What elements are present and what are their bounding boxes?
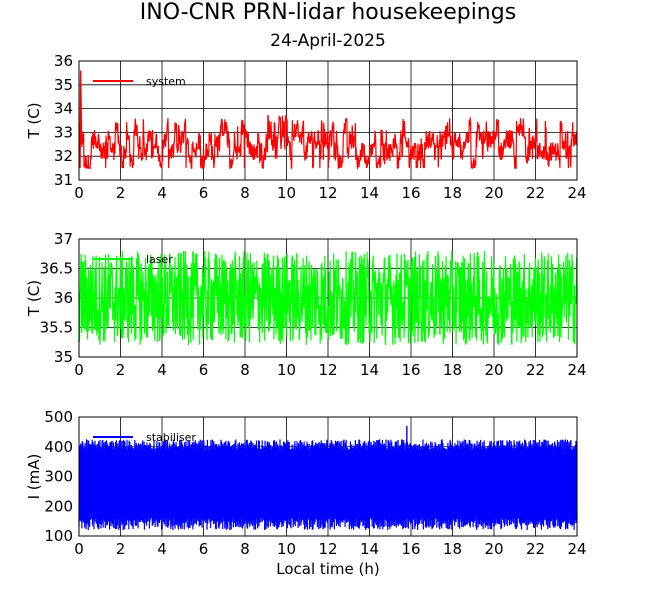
y-tick-label: 36 [54,289,73,307]
x-tick-label: 2 [116,540,126,558]
x-tick-label: 0 [74,184,84,202]
x-tick-label: 2 [116,361,126,379]
y-tick-label: 32 [54,147,73,165]
x-tick-label: 24 [567,540,586,558]
x-tick-label: 18 [443,361,462,379]
x-tick-label: 8 [240,361,250,379]
x-tick-label: 20 [484,540,503,558]
y-tick-label: 500 [44,408,73,426]
y-tick-label: 35 [54,348,73,366]
y-tick-label: 33 [54,123,73,141]
y-tick-label: 36 [54,52,73,70]
x-axis-label: Local time (h) [276,560,380,578]
x-tick-label: 10 [277,540,296,558]
x-tick-label: 16 [401,184,420,202]
y-axis-label: T (C) [25,102,43,139]
x-tick-label: 10 [277,361,296,379]
x-tick-label: 4 [157,184,167,202]
x-tick-label: 8 [240,540,250,558]
x-tick-label: 16 [401,361,420,379]
y-tick-label: 31 [54,171,73,189]
y-tick-label: 400 [44,438,73,456]
x-tick-label: 16 [401,540,420,558]
chart-subtitle: 24-April-2025 [270,31,386,51]
x-tick-label: 22 [526,540,545,558]
y-tick-label: 100 [44,527,73,545]
x-tick-label: 22 [526,184,545,202]
x-tick-label: 20 [484,184,503,202]
y-tick-label: 37 [54,230,73,248]
plot-frame [78,60,578,181]
y-tick-label: 34 [54,100,73,118]
legend-label-laser: laser [146,253,173,266]
x-tick-label: 0 [74,540,84,558]
x-tick-label: 6 [199,540,209,558]
legend-label-stabiliser: stabiliser [146,431,196,444]
x-tick-label: 2 [116,184,126,202]
x-tick-label: 14 [360,184,379,202]
x-tick-label: 8 [240,184,250,202]
y-tick-label: 35 [54,76,73,94]
plot-frame [78,416,578,537]
chart-title: INO-CNR PRN-lidar housekeepings [140,0,516,25]
x-tick-label: 18 [443,540,462,558]
x-tick-label: 12 [318,540,337,558]
y-tick-label: 200 [44,497,73,515]
x-tick-label: 12 [318,361,337,379]
y-axis-label: T (C) [25,280,43,317]
y-tick-label: 36.5 [40,260,73,278]
y-axis-label: I (mA) [25,454,43,500]
x-tick-label: 20 [484,361,503,379]
series-line-system [78,115,578,171]
x-tick-label: 0 [74,361,84,379]
x-tick-label: 24 [567,184,586,202]
x-tick-label: 4 [157,540,167,558]
legend-label-system: system [146,75,186,88]
x-tick-label: 14 [360,361,379,379]
x-tick-label: 18 [443,184,462,202]
y-tick-label: 300 [44,468,73,486]
x-tick-label: 6 [199,184,209,202]
series-spike-system [79,70,83,169]
x-tick-label: 4 [157,361,167,379]
x-tick-label: 14 [360,540,379,558]
x-tick-label: 6 [199,361,209,379]
x-tick-label: 22 [526,361,545,379]
series-line-laser [78,250,578,346]
x-tick-label: 24 [567,361,586,379]
series-line-stabiliser [78,439,578,531]
x-tick-label: 10 [277,184,296,202]
plot-frame [78,238,578,358]
x-tick-label: 12 [318,184,337,202]
y-tick-label: 35.5 [40,319,73,337]
